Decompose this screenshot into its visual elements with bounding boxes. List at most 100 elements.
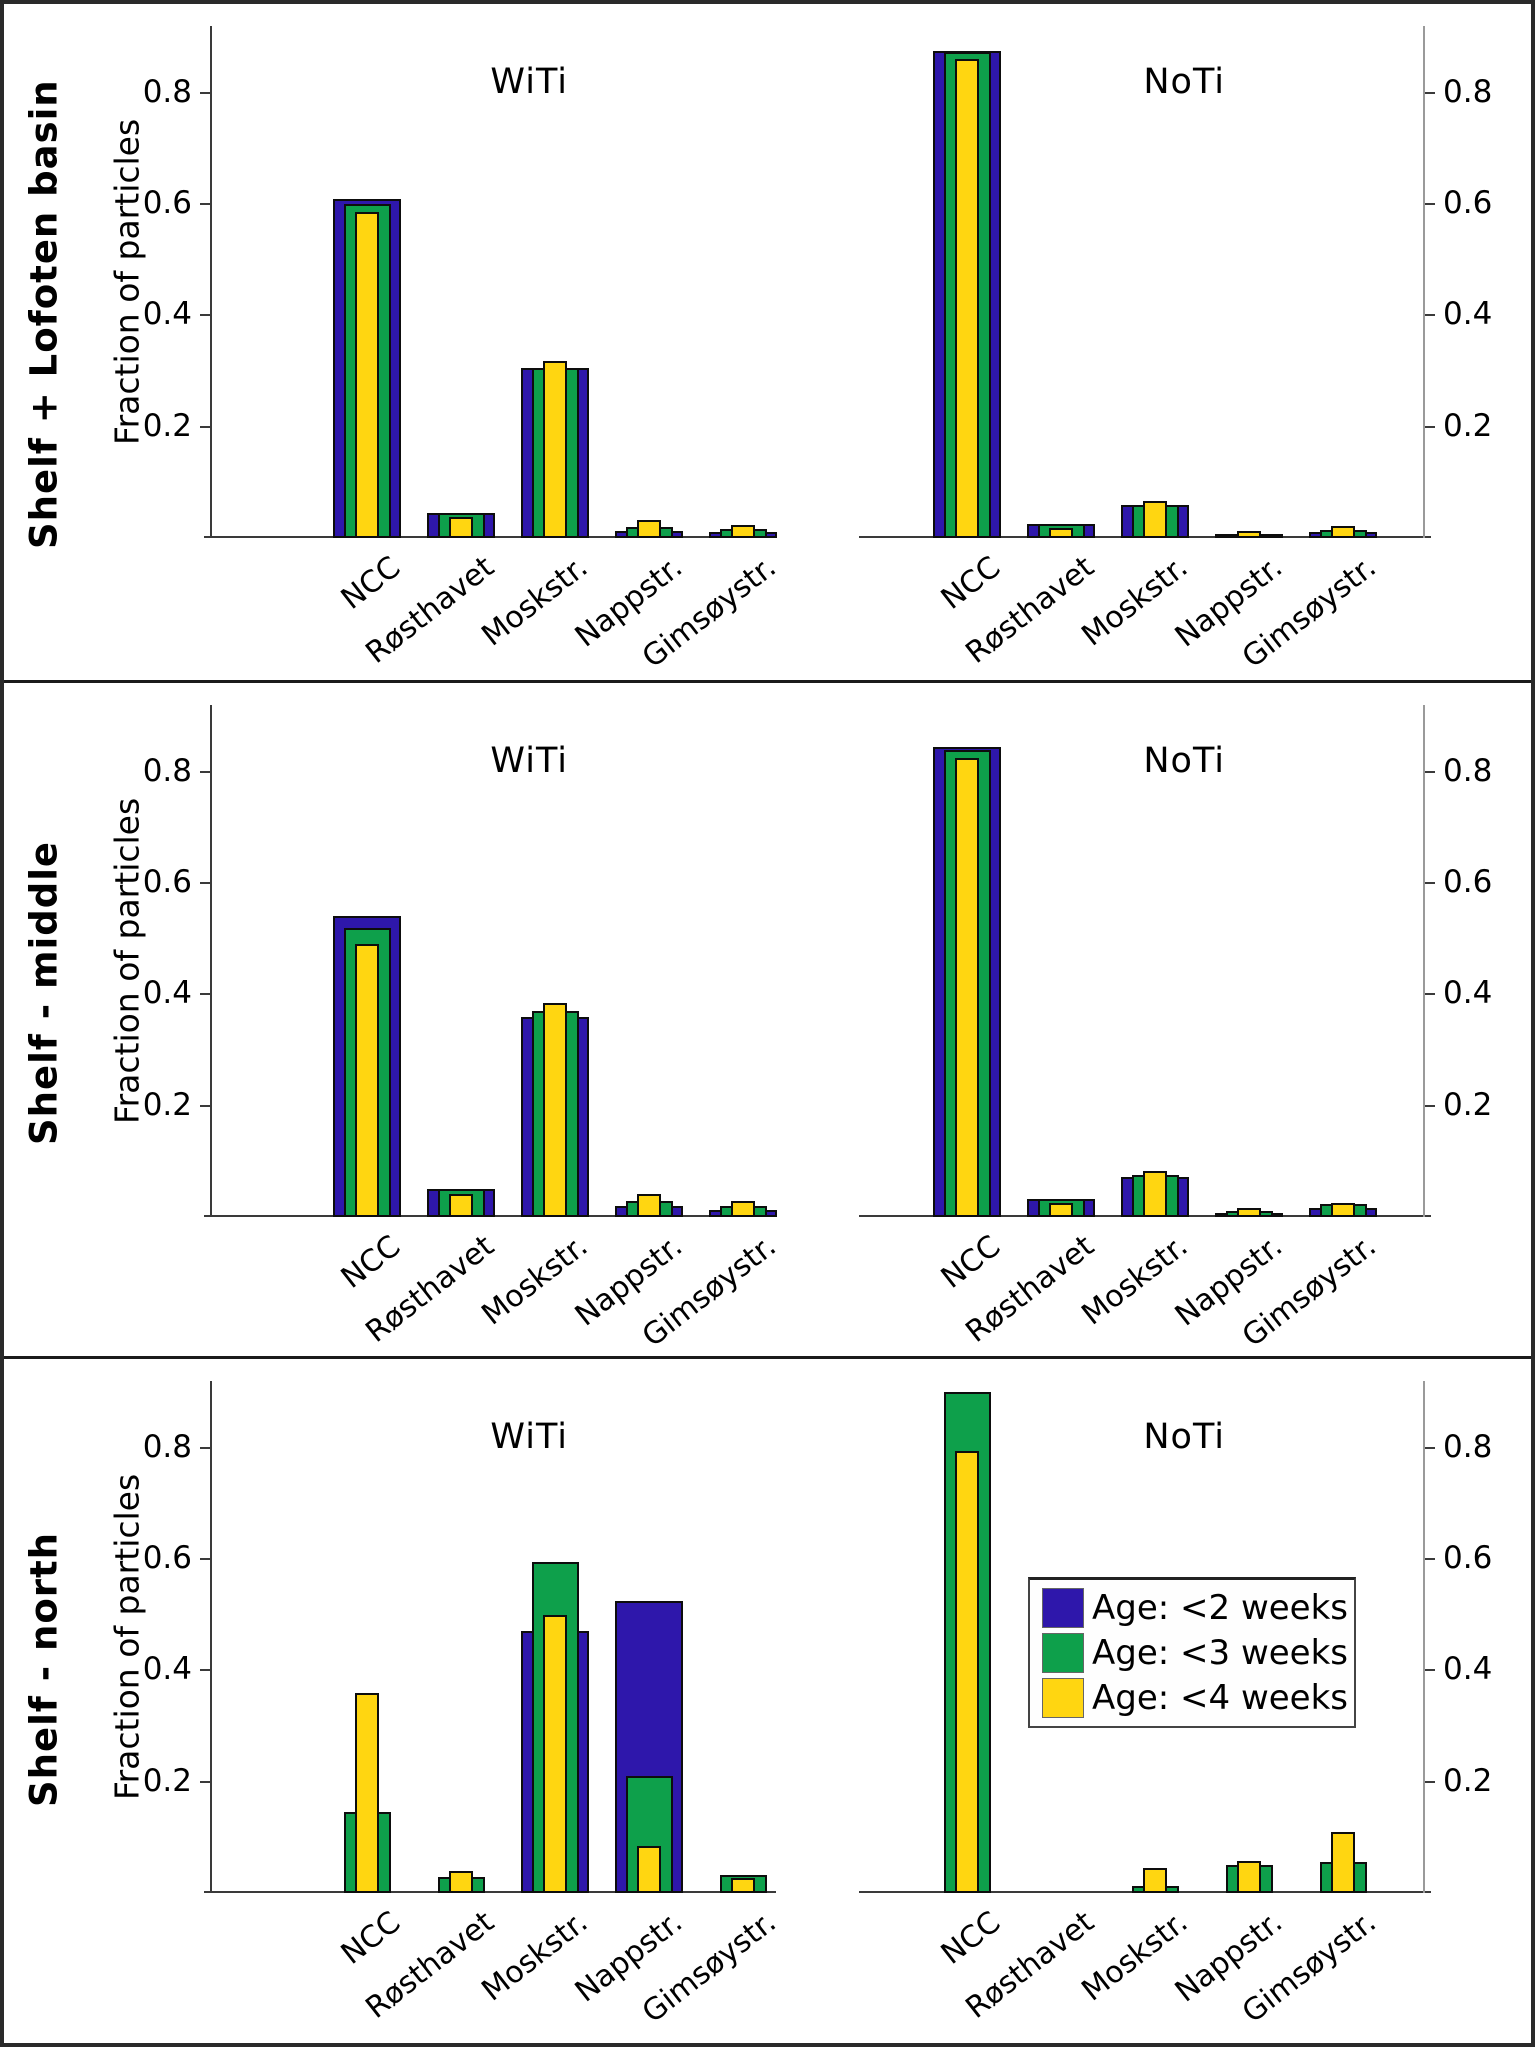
y-tick-mark	[1425, 1446, 1435, 1449]
bar-ncc-age4	[955, 59, 979, 538]
bar-rsthavet-age4	[449, 1194, 473, 1217]
panel-title: WiTi	[490, 1417, 568, 1457]
y-axis-line	[1423, 705, 1425, 1217]
y-tick-label: 0.4	[1443, 975, 1493, 1012]
legend-swatch-yellow	[1042, 1678, 1084, 1718]
y-tick-label: 0.8	[1443, 752, 1493, 789]
bar-nappstr-age4	[637, 1194, 661, 1217]
panel-row-shelf-lofoten-basin: Shelf + Lofoten basin Fraction of partic…	[4, 4, 1531, 680]
panel-title: NoTi	[1143, 1417, 1225, 1457]
bar-ncc-age4	[355, 212, 379, 538]
y-tick-mark	[200, 770, 210, 773]
y-tick-label: 0.2	[142, 407, 192, 444]
y-tick-label: 0.4	[1443, 296, 1493, 333]
legend-swatch-blue	[1042, 1588, 1084, 1628]
legend-label: Age: <3 weeks	[1092, 1633, 1348, 1673]
y-tick-label: 0.2	[1443, 1762, 1493, 1799]
chart-row1-witi: 0.2 0.4 0.6 0.8 WiTi NCC Røsthavet Moskstr. Napp…	[143, 26, 783, 675]
y-tick-mark	[200, 1558, 210, 1561]
bar-nappstr-age4	[637, 1846, 661, 1893]
legend-item: Age: <3 weeks	[1042, 1633, 1348, 1673]
y-tick-mark	[1425, 882, 1435, 885]
x-tick-label: NCC	[334, 1228, 407, 1296]
chart-row2-witi: 0.2 0.4 0.6 0.8 WiTi NCC Røsthavet Moskstr. Napp…	[143, 705, 783, 1354]
y-axis-line	[210, 1381, 212, 1893]
y-tick-mark	[1425, 1669, 1435, 1672]
y-tick-mark	[200, 1669, 210, 1672]
y-axis-line	[1423, 1381, 1425, 1893]
y-tick-label: 0.8	[142, 1428, 192, 1465]
y-tick-mark	[1425, 314, 1435, 317]
bar-gimsystr-age4	[1331, 1832, 1355, 1893]
row-label-shelf-north: Shelf - north	[22, 1531, 66, 1807]
bar-ncc-age4	[355, 1693, 379, 1893]
bar-moskstr-age4	[1143, 1171, 1167, 1217]
x-tick-label: NCC	[934, 1904, 1007, 1972]
y-tick-label: 0.4	[1443, 1651, 1493, 1688]
bar-moskstr-age4	[543, 361, 567, 538]
bar-gimsystr-age4	[731, 1878, 755, 1893]
bar-gimsystr-age4	[731, 1201, 755, 1217]
y-tick-label: 0.6	[1443, 1540, 1493, 1577]
panel-row-shelf-north: Shelf - north Fraction of particles 0.2 0…	[4, 1356, 1531, 2032]
panel-title: NoTi	[1143, 62, 1225, 102]
y-tick-label: 0.8	[142, 752, 192, 789]
legend-item: Age: <4 weeks	[1042, 1678, 1348, 1718]
x-axis-line	[204, 1891, 776, 1893]
bar-gimsystr-age4	[1331, 526, 1355, 538]
bar-moskstr-age4	[543, 1615, 567, 1893]
panel-title: WiTi	[490, 62, 568, 102]
y-tick-mark	[200, 425, 210, 428]
bar-nappstr-age4	[1237, 1861, 1261, 1893]
x-tick-label: NCC	[334, 549, 407, 617]
panel-row-shelf-middle: Shelf - middle Fraction of particles 0.2…	[4, 680, 1531, 1356]
y-tick-mark	[1425, 203, 1435, 206]
y-tick-mark	[1425, 770, 1435, 773]
y-tick-label: 0.4	[142, 1651, 192, 1688]
y-tick-mark	[200, 1104, 210, 1107]
y-tick-label: 0.6	[142, 1540, 192, 1577]
y-tick-mark	[200, 314, 210, 317]
y-tick-mark	[200, 882, 210, 885]
y-tick-mark	[200, 203, 210, 206]
y-tick-label: 0.2	[142, 1762, 192, 1799]
chart-row1-noti: 0.2 0.4 0.6 0.8 NoTi NCC Røsthavet Moskstr. Napp…	[859, 26, 1492, 675]
y-axis-line	[1423, 26, 1425, 538]
y-tick-mark	[1425, 993, 1435, 996]
panel-title: WiTi	[490, 741, 568, 781]
y-tick-mark	[200, 1780, 210, 1783]
bar-ncc-age4	[955, 1451, 979, 1893]
y-tick-label: 0.8	[142, 73, 192, 110]
bar-moskstr-age4	[543, 1003, 567, 1217]
bar-nappstr-age4	[637, 520, 661, 538]
y-tick-mark	[200, 91, 210, 94]
y-axis-line	[210, 705, 212, 1217]
y-tick-label: 0.8	[1443, 1428, 1493, 1465]
y-tick-mark	[1425, 1104, 1435, 1107]
chart-row2-noti: 0.2 0.4 0.6 0.8 NoTi NCC Røsthavet Moskstr. Napp…	[859, 705, 1492, 1354]
y-tick-label: 0.6	[1443, 185, 1493, 222]
x-tick-label: NCC	[334, 1904, 407, 1972]
y-tick-label: 0.2	[1443, 1086, 1493, 1123]
legend-item: Age: <2 weeks	[1042, 1588, 1348, 1628]
y-tick-label: 0.2	[142, 1086, 192, 1123]
legend-label: Age: <2 weeks	[1092, 1588, 1348, 1628]
bar-moskstr-age4	[1143, 1868, 1167, 1893]
bar-ncc-age4	[355, 944, 379, 1217]
y-axis-line	[210, 26, 212, 538]
bar-rsthavet-age4	[449, 1871, 473, 1893]
y-tick-label: 0.6	[1443, 864, 1493, 901]
chart-row3-noti: 0.2 0.4 0.6 0.8 NoTi NCC Røsthavet Moskstr. Napp…	[859, 1381, 1492, 2030]
bar-gimsystr-age4	[731, 525, 755, 538]
bar-nappstr-age4	[1237, 1208, 1261, 1217]
bar-ncc-age4	[955, 758, 979, 1217]
bar-rsthavet-age4	[449, 517, 473, 538]
row-label-shelf-lofoten-basin: Shelf + Lofoten basin	[22, 79, 66, 549]
chart-row3-witi: 0.2 0.4 0.6 0.8 WiTi NCC Røsthavet Moskstr. Napp…	[143, 1381, 783, 2030]
row-label-shelf-middle: Shelf - middle	[22, 841, 66, 1145]
legend-label: Age: <4 weeks	[1092, 1678, 1348, 1718]
bar-rsthavet-age4	[1049, 528, 1073, 538]
y-tick-mark	[1425, 91, 1435, 94]
y-tick-label: 0.4	[142, 975, 192, 1012]
